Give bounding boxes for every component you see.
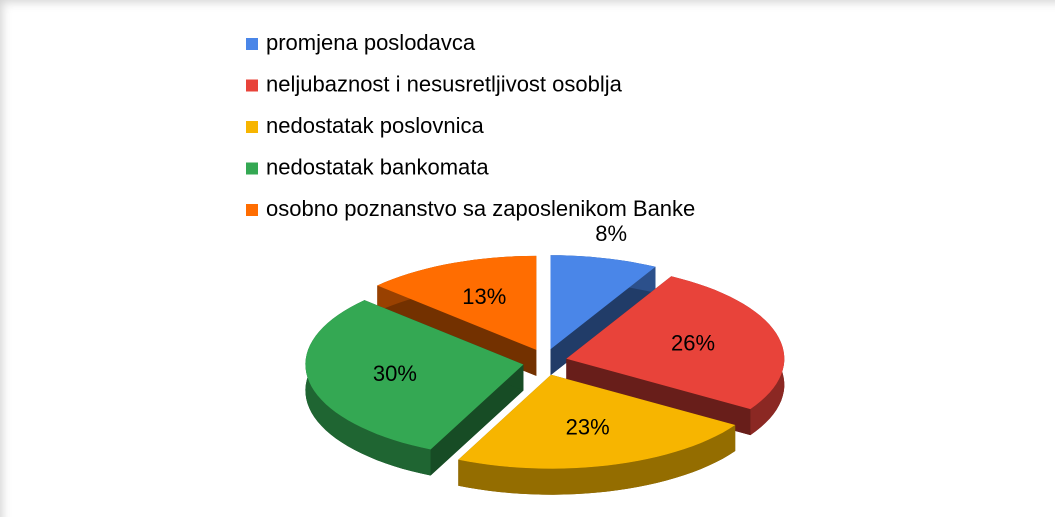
legend-swatch bbox=[246, 121, 258, 133]
slice bbox=[566, 276, 785, 436]
data-label: 26% bbox=[671, 331, 715, 356]
legend-swatch bbox=[246, 204, 258, 216]
legend-swatch bbox=[246, 162, 258, 175]
legend-swatch bbox=[246, 79, 258, 92]
slice-side bbox=[458, 425, 736, 495]
slice-top bbox=[377, 255, 537, 350]
data-label: 13% bbox=[462, 284, 506, 309]
slice-wall bbox=[566, 358, 751, 436]
data-label: 23% bbox=[566, 415, 610, 440]
slice-side bbox=[305, 300, 431, 476]
slice-top bbox=[458, 374, 736, 469]
legend-label: promjena poslodavca bbox=[266, 30, 476, 55]
slice-wall bbox=[550, 266, 656, 376]
slice-top bbox=[305, 300, 524, 450]
slice-wall bbox=[430, 364, 524, 476]
legend-label: neljubaznost i nesusretljivost osoblja bbox=[266, 71, 623, 96]
legend-label: nedostatak poslovnica bbox=[266, 113, 484, 138]
slice-top bbox=[566, 276, 785, 410]
slice bbox=[377, 255, 537, 376]
data-label: 30% bbox=[373, 361, 417, 386]
data-label: 8% bbox=[595, 221, 627, 246]
legend-label: nedostatak bankomata bbox=[266, 154, 489, 179]
legend-label: osobno poznanstvo sa zaposlenikom Banke bbox=[266, 196, 695, 221]
slice bbox=[305, 300, 524, 476]
slice-wall bbox=[377, 285, 537, 376]
legend-swatch bbox=[246, 38, 258, 50]
slice bbox=[458, 374, 736, 495]
slice-top bbox=[550, 255, 656, 350]
legend: promjena poslodavca neljubaznost i nesusr… bbox=[246, 30, 695, 221]
